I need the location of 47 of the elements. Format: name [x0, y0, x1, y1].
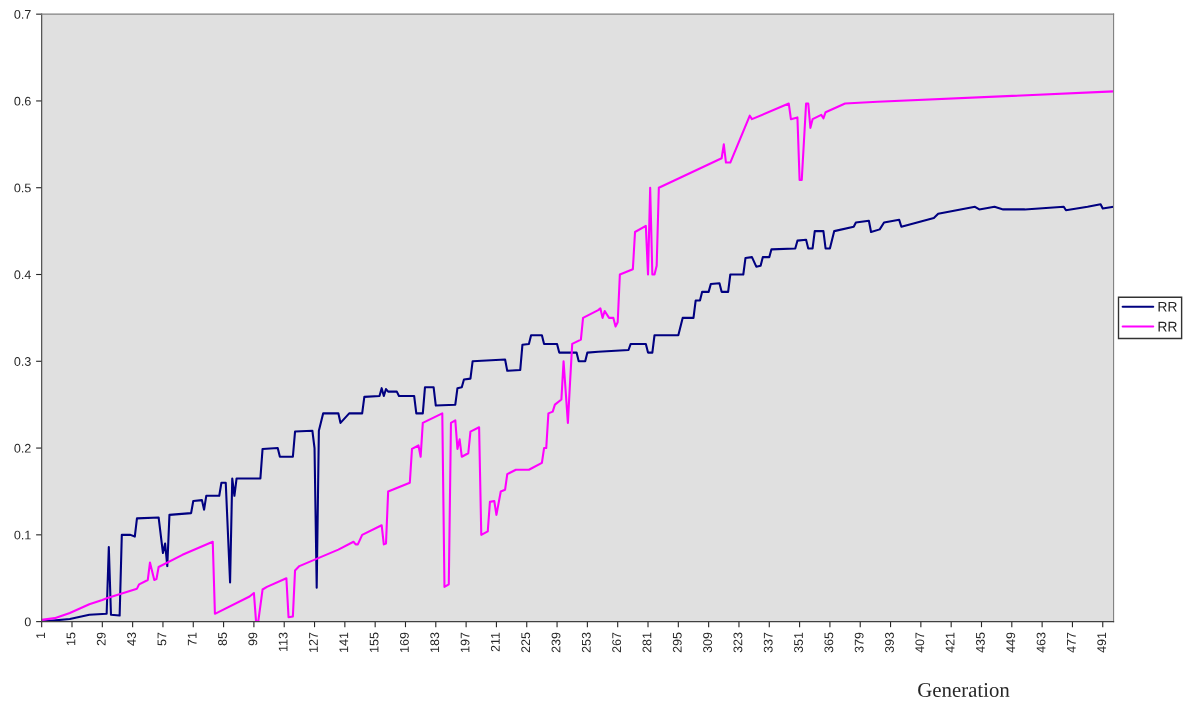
x-tick-label: 421	[945, 632, 955, 653]
y-tick-label: 0.4	[14, 270, 31, 280]
x-tick-label: 365	[824, 632, 834, 653]
y-tick-label: 0.5	[14, 183, 31, 193]
x-tick-label: 463	[1036, 632, 1046, 653]
x-tick-label: 1	[36, 632, 45, 639]
x-tick-label: 407	[915, 632, 925, 653]
x-axis-title: Generation	[918, 683, 1010, 698]
x-tick-label: 85	[218, 632, 227, 646]
x-tick-label: 281	[642, 632, 652, 653]
x-tick-label: 253	[581, 632, 591, 653]
x-tick-label: 435	[976, 632, 985, 653]
legend-label: RR	[1158, 301, 1177, 312]
y-tick-label: 0.3	[14, 357, 31, 366]
x-tick-label: 113	[278, 632, 288, 652]
x-tick-label: 337	[763, 632, 773, 653]
x-tick-label: 393	[885, 632, 894, 653]
y-tick-label: 0.6	[14, 96, 31, 106]
x-tick-label: 155	[369, 632, 379, 652]
x-tick-label: 449	[1006, 632, 1016, 653]
x-tick-label: 267	[612, 632, 622, 653]
x-tick-label: 477	[1067, 632, 1076, 653]
x-tick-label: 351	[794, 632, 803, 653]
x-tick-label: 309	[703, 632, 712, 653]
y-tick-label: 0	[24, 617, 31, 627]
x-tick-label: 99	[248, 632, 258, 646]
y-tick-label: 0.2	[14, 443, 31, 453]
x-tick-label: 71	[187, 632, 197, 646]
x-tick-label: 15	[66, 632, 76, 645]
x-tick-label: 29	[96, 632, 106, 646]
x-tick-label: 43	[127, 632, 136, 646]
x-tick-label: 127	[309, 632, 318, 652]
x-tick-label: 225	[521, 632, 531, 653]
x-tick-label: 323	[733, 632, 743, 653]
x-tick-label: 141	[339, 632, 349, 652]
x-tick-label: 379	[854, 632, 864, 653]
x-tick-label: 491	[1097, 632, 1107, 653]
y-tick-label: 0.1	[14, 530, 31, 540]
x-tick-label: 169	[399, 632, 409, 652]
x-tick-label: 211	[490, 632, 500, 652]
x-tick-label: 295	[672, 632, 682, 653]
x-tick-label: 57	[157, 632, 167, 646]
x-tick-label: 183	[430, 632, 440, 652]
legend-label: RR	[1158, 321, 1177, 332]
x-tick-label: 197	[460, 632, 470, 652]
x-tick-label: 239	[551, 632, 561, 653]
y-tick-label: 0.7	[14, 9, 31, 19]
